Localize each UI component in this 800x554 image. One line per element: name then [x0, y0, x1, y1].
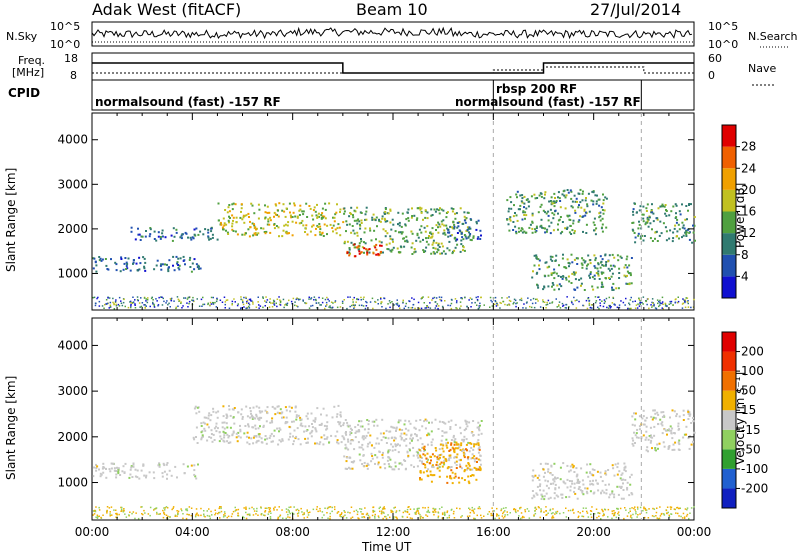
colorbar-tick-label: -50 [741, 442, 761, 456]
colorbar-frame [721, 331, 737, 509]
freq-label: Freq. [18, 54, 46, 67]
x-tick-label: 00:00 [677, 525, 712, 539]
beam-label: Beam 10 [356, 0, 428, 19]
near-range-clutter-power [92, 296, 695, 310]
colorbar-tick-label: 28 [741, 140, 756, 154]
nsky-tick-high: 10^5 [50, 20, 81, 33]
site-title: Adak West (fitACF) [92, 0, 242, 19]
x-axis-label: Time UT [362, 540, 412, 554]
cpid-label: CPID [8, 86, 41, 100]
y-tick-label: 3000 [57, 177, 88, 191]
nsky-label: N.Sky [6, 30, 38, 43]
x-tick-label: 00:00 [75, 525, 110, 539]
colorbar-tick-label: 100 [741, 364, 764, 378]
colorbar-tick-label: 20 [741, 183, 756, 197]
x-tick-label: 04:00 [175, 525, 210, 539]
colorbar-swatch [722, 332, 736, 352]
heatmap-frame-power [91, 112, 695, 311]
nsearch-tick-high: 10^5 [708, 20, 739, 33]
colorbar-tick-label: 4 [741, 269, 749, 283]
colorbar-swatch [722, 449, 736, 469]
echo-region-ground-scatter-low [92, 462, 199, 480]
echo-region-band-G [631, 202, 696, 244]
x-tick-label: 16:00 [476, 525, 511, 539]
y-tick-label: 1000 [57, 266, 88, 280]
freq-unit-label: [MHz] [12, 66, 45, 79]
x-tick-label: 08:00 [275, 525, 310, 539]
x-tick-label: 20:00 [576, 525, 611, 539]
colorbar-tick-label: 15 [741, 403, 756, 417]
colorbar-swatch [722, 233, 736, 255]
colorbar-swatch [722, 410, 736, 430]
cpid-program-2: rbsp 200 RF [496, 82, 578, 96]
echo-region-streaks-E [506, 188, 608, 236]
colorbar-tick-label: 16 [741, 205, 756, 219]
colorbar-swatch [722, 390, 736, 411]
echo-region-band-G [631, 409, 696, 453]
nsearch-label: N.Search [748, 30, 798, 43]
echo-region-band-C [343, 206, 470, 255]
colorbar-swatch [722, 276, 736, 298]
echo-region-band-B [192, 404, 345, 446]
colorbar-tick-label: 24 [741, 161, 756, 175]
echo-region-band-F [531, 253, 633, 291]
nave-trace [92, 66, 694, 74]
echo-region-band-A [130, 226, 219, 242]
colorbar-tick-label: -200 [741, 481, 768, 495]
y-tick-label: 4000 [57, 133, 88, 147]
colorbar-tick-label: 8 [741, 248, 749, 262]
echo-region-patch-D [444, 218, 482, 242]
y-tick-label: 3000 [57, 384, 88, 398]
cpid-panel-frame [91, 79, 695, 111]
y-tick-label: 2000 [57, 222, 88, 236]
colorbar-swatch [722, 468, 736, 489]
freq-tick-low: 8 [70, 69, 77, 82]
nsearch-tick-low: 10^0 [708, 38, 739, 51]
colorbar-swatch [722, 371, 736, 391]
colorbar-swatch [722, 125, 736, 147]
cpid-program-3: normalsound (fast) -157 RF [455, 95, 641, 109]
x-tick-label: 12:00 [376, 525, 411, 539]
colorbar-swatch [722, 189, 736, 212]
colorbar-tick-label: 200 [741, 345, 764, 359]
colorbar-tick-label: 50 [741, 384, 756, 398]
freq-tick-high: 18 [64, 52, 78, 65]
echo-region-band-B [217, 202, 345, 238]
colorbar-swatch [722, 211, 736, 234]
echo-region-ground-scatter-low [92, 255, 202, 273]
colorbar-tick-label: -15 [741, 423, 761, 437]
colorbar-tick-label: -100 [741, 462, 768, 476]
colorbar-swatch [722, 429, 736, 450]
colorbar-swatch [722, 351, 736, 372]
y-tick-label: 1000 [57, 476, 88, 490]
nave-tick-high: 60 [708, 52, 722, 65]
colorbar-swatch [722, 254, 736, 277]
colorbar-swatch [722, 168, 736, 190]
nsky-tick-low: 10^0 [50, 38, 81, 51]
freq-trace [92, 62, 694, 74]
nave-label: Nave [748, 62, 777, 75]
cpid-program-1: normalsound (fast) -157 RF [95, 95, 281, 109]
heatmap-frame-vel [91, 317, 695, 521]
colorbar-swatch [722, 488, 736, 508]
nave-tick-low: 0 [708, 69, 715, 82]
echo-region-strong-echoes [346, 243, 383, 258]
y-tick-label: 2000 [57, 430, 88, 444]
colorbar-tick-label: 12 [741, 226, 756, 240]
echo-region-band-F [531, 462, 634, 501]
echo-region-patch-D [418, 441, 482, 485]
date-label: 27/Jul/2014 [590, 0, 682, 19]
y-tick-label: 4000 [57, 338, 88, 352]
nsky-trace [91, 26, 693, 44]
near-range-clutter-vel [92, 506, 695, 520]
colorbar-swatch [722, 146, 736, 169]
